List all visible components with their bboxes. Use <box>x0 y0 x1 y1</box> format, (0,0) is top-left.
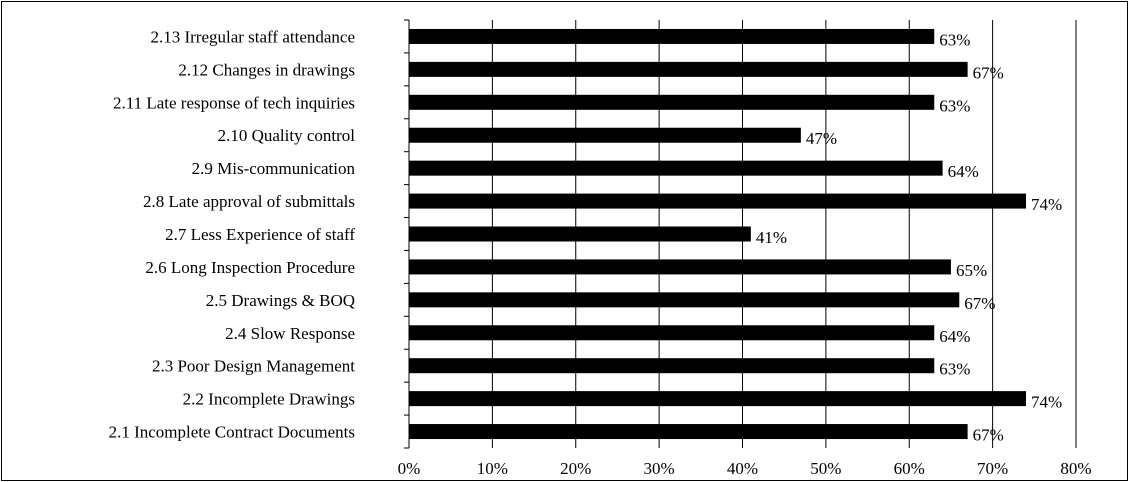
category-label: 2.9 Mis-communication <box>192 159 356 178</box>
bar <box>409 292 960 308</box>
data-label: 63% <box>939 96 970 115</box>
labels: 0% 10% 20% 30% 40% 50% 60% 70% 80% 2.1 Incomplete… <box>109 27 1092 478</box>
data-label: 63% <box>939 30 970 49</box>
x-tick-label: 80% <box>1060 459 1091 478</box>
gridlines <box>491 20 1077 448</box>
data-label: 64% <box>939 327 970 346</box>
bar <box>409 424 968 440</box>
data-label: 67% <box>973 63 1004 82</box>
bars <box>409 28 1026 440</box>
data-label: 41% <box>756 228 787 247</box>
data-label: 65% <box>956 261 987 280</box>
category-label: 2.6 Long Inspection Procedure <box>145 258 355 277</box>
x-tick-label: 10% <box>477 459 508 478</box>
bar <box>409 391 1026 407</box>
bar <box>409 193 1026 209</box>
category-label: 2.12 Changes in drawings <box>178 60 355 79</box>
bar <box>409 160 943 176</box>
data-label: 47% <box>806 129 837 148</box>
x-tick-label: 40% <box>727 459 758 478</box>
x-tick-label: 0% <box>398 459 421 478</box>
data-label: 64% <box>948 162 979 181</box>
x-tick-label: 70% <box>977 459 1008 478</box>
category-label: 2.1 Incomplete Contract Documents <box>109 423 355 442</box>
bar <box>409 94 935 110</box>
category-label: 2.8 Late approval of submittals <box>143 192 355 211</box>
category-label: 2.7 Less Experience of staff <box>165 225 355 244</box>
x-tick-label: 20% <box>560 459 591 478</box>
x-tick-label: 30% <box>644 459 675 478</box>
category-label: 2.4 Slow Response <box>225 324 355 343</box>
category-label: 2.13 Irregular staff attendance <box>150 27 355 46</box>
data-label: 74% <box>1031 393 1062 412</box>
data-label: 67% <box>964 294 995 313</box>
data-label: 67% <box>973 426 1004 445</box>
bar <box>409 226 751 242</box>
category-label: 2.11 Late response of tech inquiries <box>113 93 355 112</box>
x-tick-label: 60% <box>894 459 925 478</box>
bar <box>409 259 951 275</box>
axes <box>404 19 410 449</box>
bar <box>409 358 935 374</box>
bar <box>409 325 935 341</box>
bar <box>409 127 801 143</box>
category-label: 2.3 Poor Design Management <box>152 357 355 376</box>
category-label: 2.10 Quality control <box>218 126 356 145</box>
category-label: 2.2 Incomplete Drawings <box>183 390 355 409</box>
bar <box>409 61 968 77</box>
category-label: 2.5 Drawings & BOQ <box>206 291 355 310</box>
data-label: 74% <box>1031 195 1062 214</box>
x-tick-label: 50% <box>810 459 841 478</box>
bar <box>409 28 935 44</box>
data-label: 63% <box>939 360 970 379</box>
